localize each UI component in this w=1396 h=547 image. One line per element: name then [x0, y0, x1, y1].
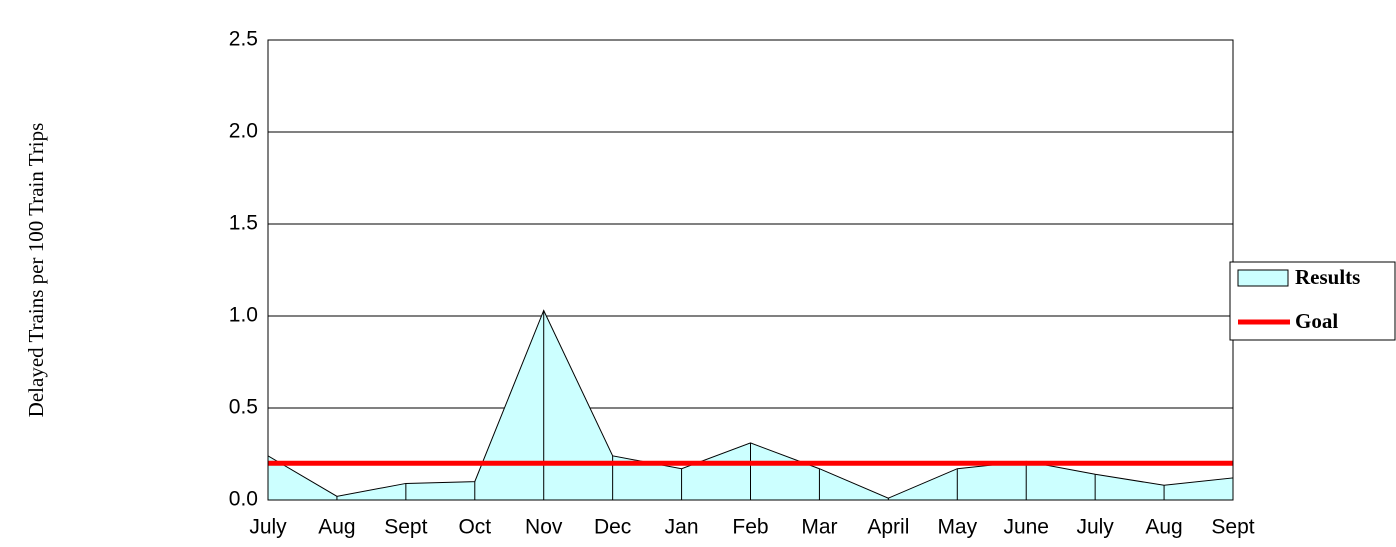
x-tick-label: July	[249, 516, 287, 539]
legend-label: Goal	[1295, 309, 1338, 333]
x-tick-label: Nov	[525, 516, 563, 539]
x-tick-label: Sept	[1211, 516, 1254, 539]
x-tick-label: Aug	[1145, 516, 1182, 539]
x-tick-label: Feb	[732, 516, 768, 539]
y-tick-label: 2.5	[229, 28, 258, 51]
x-tick-label: May	[937, 516, 977, 539]
y-axis-label: Delayed Trains per 100 Train Trips	[24, 123, 48, 418]
legend-swatch	[1237, 269, 1289, 287]
y-tick-label: 1.0	[229, 304, 258, 327]
x-tick-label: April	[867, 516, 909, 539]
x-tick-label: Mar	[801, 516, 837, 539]
x-tick-label: July	[1076, 516, 1114, 539]
plot-frame	[267, 39, 1234, 501]
x-tick-label: Dec	[594, 516, 631, 539]
x-tick-label: Jan	[665, 516, 699, 539]
y-tick-label: 0.5	[229, 396, 258, 419]
legend-label: Results	[1295, 265, 1360, 289]
y-tick-label: 0.0	[229, 488, 258, 511]
x-tick-label: June	[1003, 516, 1049, 539]
y-tick-label: 1.5	[229, 212, 258, 235]
x-tick-label: Aug	[318, 516, 355, 539]
y-tick-label: 2.0	[229, 120, 258, 143]
x-tick-label: Sept	[384, 516, 427, 539]
x-tick-label: Oct	[458, 516, 491, 539]
area	[267, 309, 1234, 501]
